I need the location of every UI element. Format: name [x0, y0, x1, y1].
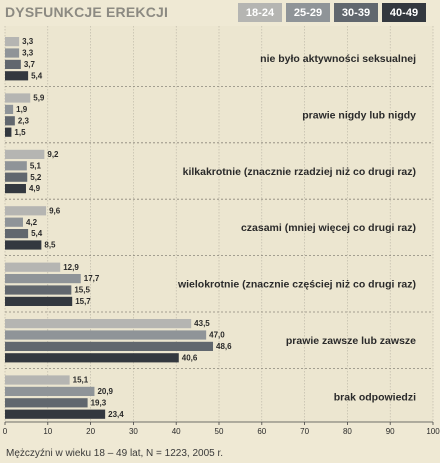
x-tick-label: 30: [129, 427, 138, 436]
bar-value-label: 15,7: [75, 297, 91, 306]
chart-title: DYSFUNKCJE EREKCJI: [5, 4, 169, 20]
bar-value-label: 5,2: [30, 173, 42, 182]
bar: [5, 93, 31, 103]
category-label: prawie nigdy lub nigdy: [302, 109, 416, 121]
bar-value-label: 40,6: [182, 353, 198, 362]
bar: [5, 149, 45, 159]
bar: [5, 116, 15, 126]
bar-value-label: 15,1: [73, 376, 89, 385]
bar: [5, 262, 61, 272]
category-label: brak odpowiedzi: [334, 391, 416, 403]
x-tick-label: 90: [386, 427, 395, 436]
bar-value-label: 3,3: [22, 49, 34, 58]
category-label: prawie zawsze lub zawsze: [286, 335, 416, 347]
bar-value-label: 8,5: [44, 241, 56, 250]
x-tick-label: 20: [86, 427, 95, 436]
bar: [5, 127, 12, 137]
bar: [5, 319, 192, 329]
bar-value-label: 5,1: [30, 161, 42, 170]
bar-value-label: 1,5: [14, 128, 26, 137]
bar-value-label: 19,3: [91, 398, 107, 407]
x-tick-label: 70: [300, 427, 309, 436]
bar-value-label: 43,5: [194, 319, 210, 328]
bar: [5, 104, 14, 114]
x-tick-label: 0: [3, 427, 8, 436]
bar-value-label: 3,7: [24, 60, 36, 69]
legend-item-18-24: 18-24: [238, 3, 282, 22]
legend: 18-24 25-29 30-39 40-49: [238, 0, 426, 24]
category-label: kilkakrotnie (znacznie rzadziej niż co d…: [183, 166, 416, 178]
legend-item-30-39: 30-39: [334, 3, 378, 22]
bar: [5, 409, 106, 419]
bar: [5, 296, 73, 306]
x-tick-label: 10: [43, 427, 52, 436]
category-label: wielokrotnie (znacznie częściej niż co d…: [177, 279, 416, 291]
bar: [5, 172, 28, 182]
bar-value-label: 5,4: [31, 71, 43, 80]
bar: [5, 341, 214, 351]
bar-value-label: 5,4: [31, 229, 43, 238]
bar-value-label: 20,9: [97, 387, 113, 396]
bar: [5, 71, 29, 81]
bar-value-label: 23,4: [108, 410, 124, 419]
x-tick-label: 60: [257, 427, 266, 436]
bar: [5, 240, 42, 250]
bar: [5, 375, 70, 385]
bar: [5, 37, 20, 47]
bar: [5, 48, 20, 58]
chart-footnote: Mężczyźni w wieku 18 – 49 lat, N = 1223,…: [6, 448, 224, 459]
bar: [5, 398, 88, 408]
bar: [5, 353, 179, 363]
bar-value-label: 9,2: [47, 150, 59, 159]
bar: [5, 161, 27, 171]
category-label: czasami (mniej więcej co drugi raz): [241, 222, 416, 234]
legend-item-40-49: 40-49: [382, 3, 426, 22]
bar: [5, 184, 26, 194]
bar-value-label: 1,9: [16, 105, 28, 114]
bar: [5, 274, 81, 284]
bar-value-label: 2,3: [18, 116, 30, 125]
bar-value-label: 4,9: [29, 184, 41, 193]
bar-value-label: 15,5: [74, 286, 90, 295]
bar: [5, 285, 72, 295]
x-tick-label: 80: [343, 427, 352, 436]
bar-value-label: 48,6: [216, 342, 232, 351]
bar-value-label: 4,2: [26, 218, 38, 227]
bar: [5, 386, 95, 396]
bar-value-label: 5,9: [33, 94, 45, 103]
bar: [5, 217, 23, 227]
x-tick-label: 100: [426, 427, 440, 436]
category-label: nie było aktywności seksualnej: [260, 53, 416, 65]
bar: [5, 229, 29, 239]
bar-value-label: 47,0: [209, 331, 225, 340]
bar: [5, 206, 47, 216]
bar-value-label: 3,3: [22, 37, 34, 46]
bar-value-label: 12,9: [63, 263, 79, 272]
bar-value-label: 17,7: [84, 274, 100, 283]
bar: [5, 330, 207, 340]
x-tick-label: 40: [172, 427, 181, 436]
legend-item-25-29: 25-29: [286, 3, 330, 22]
x-tick-label: 50: [215, 427, 224, 436]
bar-value-label: 9,6: [49, 206, 61, 215]
bar: [5, 59, 21, 69]
